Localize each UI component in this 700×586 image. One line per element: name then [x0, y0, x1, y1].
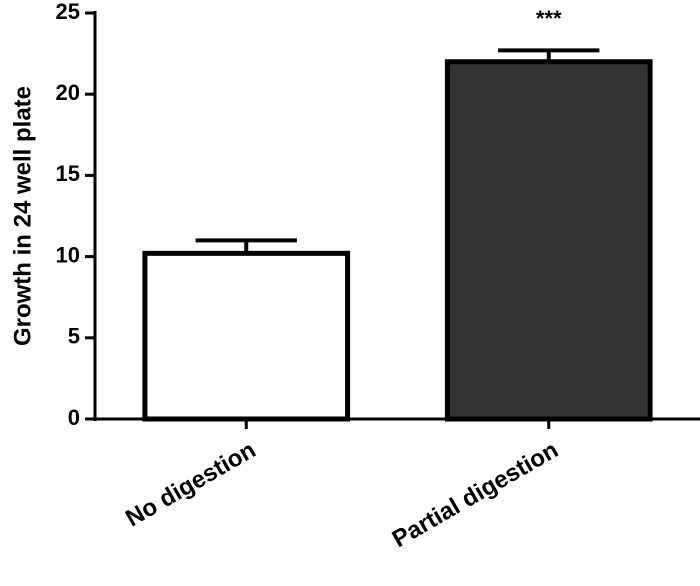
significance-annotation: *** — [536, 6, 562, 31]
y-tick-label: 10 — [56, 242, 80, 267]
y-axis-label: Growth in 24 well plate — [9, 86, 36, 346]
y-tick-label: 0 — [68, 405, 80, 430]
bar — [142, 250, 351, 422]
x-tick-label: No digestion — [121, 436, 260, 532]
bar — [444, 59, 653, 422]
y-tick-label: 15 — [56, 161, 80, 186]
x-tick-label: Partial digestion — [388, 436, 563, 553]
y-tick-label: 20 — [56, 80, 80, 105]
y-tick-label: 5 — [68, 324, 80, 349]
y-tick-label: 25 — [56, 0, 80, 24]
